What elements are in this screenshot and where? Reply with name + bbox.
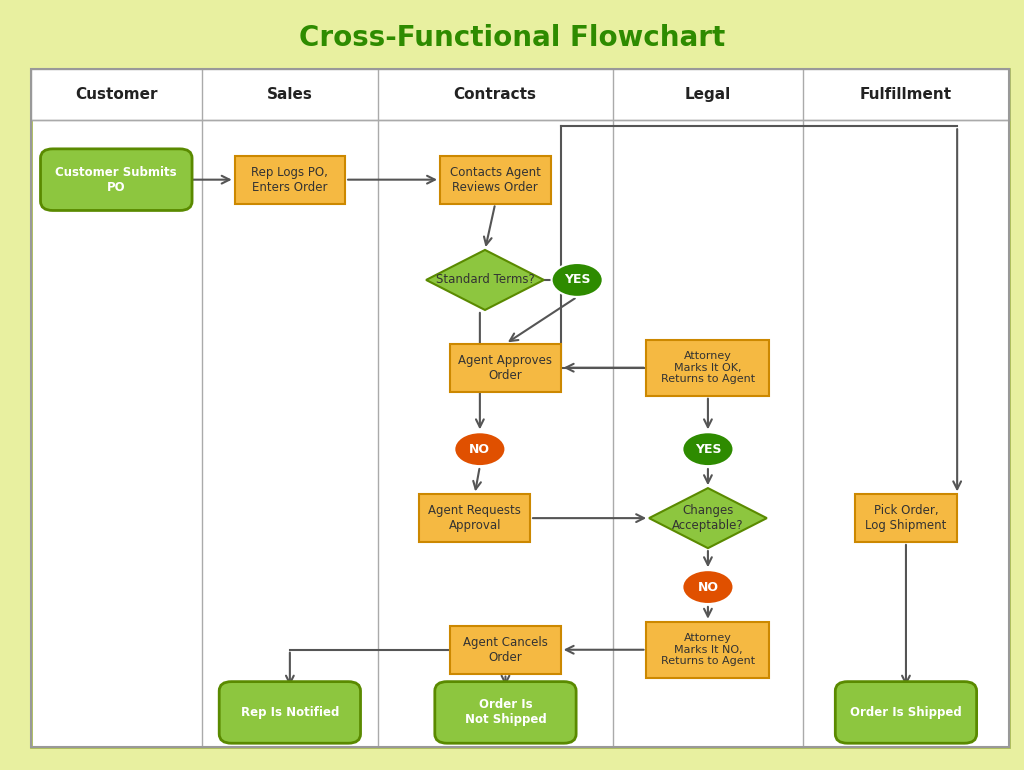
Ellipse shape [682,570,733,604]
Polygon shape [649,488,767,548]
Text: Order Is Shipped: Order Is Shipped [850,706,962,719]
FancyBboxPatch shape [41,149,193,210]
Text: Sales: Sales [267,87,312,102]
Ellipse shape [455,432,506,466]
Text: Rep Logs PO,
Enters Order: Rep Logs PO, Enters Order [252,166,329,194]
Text: Cross-Functional Flowchart: Cross-Functional Flowchart [299,25,725,52]
FancyBboxPatch shape [234,156,345,203]
Text: NO: NO [697,581,719,594]
FancyBboxPatch shape [435,681,577,743]
FancyBboxPatch shape [855,494,957,542]
FancyBboxPatch shape [646,621,769,678]
Text: Fulfillment: Fulfillment [860,87,952,102]
Text: Contacts Agent
Reviews Order: Contacts Agent Reviews Order [450,166,541,194]
Text: Customer Submits
PO: Customer Submits PO [55,166,177,194]
Text: Order Is
Not Shipped: Order Is Not Shipped [465,698,547,726]
Text: Changes
Acceptable?: Changes Acceptable? [672,504,743,532]
Text: Agent Cancels
Order: Agent Cancels Order [463,636,548,664]
Ellipse shape [682,432,733,466]
Polygon shape [426,250,544,310]
Text: Attorney
Marks It OK,
Returns to Agent: Attorney Marks It OK, Returns to Agent [660,351,755,384]
FancyBboxPatch shape [31,69,1009,120]
Text: NO: NO [469,443,490,456]
Text: YES: YES [564,273,591,286]
FancyBboxPatch shape [31,69,1009,747]
FancyBboxPatch shape [836,681,977,743]
Text: Standard Terms?: Standard Terms? [435,273,535,286]
FancyBboxPatch shape [451,344,561,392]
Text: Rep Is Notified: Rep Is Notified [241,706,339,719]
Text: Agent Approves
Order: Agent Approves Order [459,353,553,382]
FancyBboxPatch shape [451,626,561,674]
Text: YES: YES [694,443,721,456]
FancyBboxPatch shape [440,156,551,203]
FancyBboxPatch shape [219,681,360,743]
Text: Customer: Customer [75,87,158,102]
FancyBboxPatch shape [420,494,530,542]
Ellipse shape [552,263,603,297]
Text: Agent Requests
Approval: Agent Requests Approval [428,504,521,532]
FancyBboxPatch shape [646,340,769,396]
Text: Legal: Legal [685,87,731,102]
Text: Attorney
Marks It NO,
Returns to Agent: Attorney Marks It NO, Returns to Agent [660,633,755,666]
Text: Contracts: Contracts [454,87,537,102]
Text: Pick Order,
Log Shipment: Pick Order, Log Shipment [865,504,946,532]
